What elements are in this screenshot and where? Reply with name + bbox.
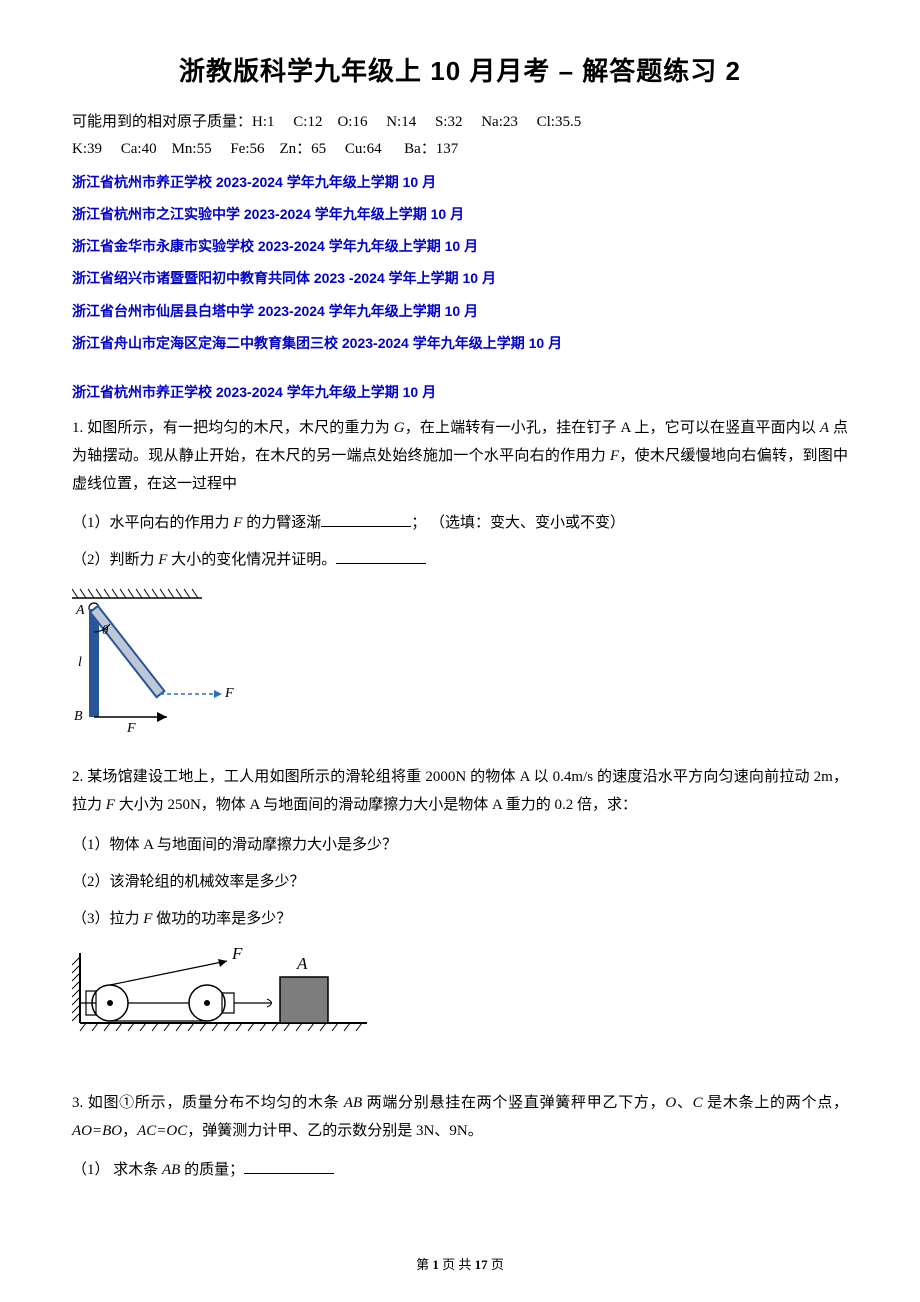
- q1-s1c: ； （选填：变大、变小或不变）: [411, 515, 625, 531]
- q1-s2b: 大小的变化情况并证明。: [167, 552, 336, 568]
- source-link-1[interactable]: 浙江省杭州市之江实验中学 2023-2024 学年九年级上学期 10 月: [72, 202, 848, 227]
- label-l: l: [78, 655, 82, 670]
- q3-tf: ，弹簧测力计甲、乙的示数分别是 3N、9N。: [187, 1123, 482, 1139]
- q2-f: F: [106, 797, 115, 813]
- label-A-block: A: [296, 954, 308, 973]
- q2-sub1: （1）物体 A 与地面间的滑动摩擦力大小是多少？: [72, 832, 848, 859]
- q3-o: O: [665, 1095, 676, 1111]
- section-header: 浙江省杭州市养正学校 2023-2024 学年九年级上学期 10 月: [72, 380, 848, 405]
- q3-te: ，: [122, 1123, 137, 1139]
- pulley-fixed-axle: [107, 1000, 113, 1006]
- q1-text: 1. 如图所示，有一把均匀的木尺，木尺的重力为 G，在上端转有一小孔，挂在钉子 …: [72, 415, 848, 498]
- atomic-label: 可能用到的相对原子质量：: [72, 114, 252, 130]
- rope-arrow: [218, 959, 227, 967]
- q3-text: 3. 如图①所示，质量分布不均匀的木条 AB 两端分别悬挂在两个竖直弹簧秤甲乙下…: [72, 1090, 848, 1146]
- rope-top: [110, 961, 227, 985]
- q1-m1: ，在上端转有一小孔，挂在钉子 A 上，它可以在竖直平面内以: [405, 420, 820, 436]
- label-B: B: [74, 709, 83, 724]
- atomic-masses: 可能用到的相对原子质量：H:1 C:12 O:16 N:14 S:32 Na:2…: [72, 109, 848, 163]
- q2-text: 2. 某场馆建设工地上，工人用如图所示的滑轮组将重 2000N 的物体 A 以 …: [72, 764, 848, 820]
- q3-c: C: [693, 1095, 703, 1111]
- spacer: [72, 1068, 848, 1090]
- label-A: A: [75, 603, 85, 618]
- q3-s1a: （1） 求木条: [72, 1162, 162, 1178]
- force-dashed-arrow: [214, 690, 222, 698]
- label-theta: θ: [102, 622, 109, 637]
- label-F: F: [231, 944, 243, 963]
- q1-s2a: （2）判断力: [72, 552, 158, 568]
- q3-acoc: AC=OC: [137, 1123, 187, 1139]
- q1-figure: A θ l B F F: [72, 584, 848, 744]
- q3-s1b: 的质量；: [180, 1162, 244, 1178]
- q2-svg: F A: [72, 943, 372, 1038]
- q3-ab: AB: [344, 1095, 362, 1111]
- atomic-row-1: 可能用到的相对原子质量：H:1 C:12 O:16 N:14 S:32 Na:2…: [72, 109, 848, 136]
- q2-figure: F A: [72, 943, 848, 1048]
- footer-b: 页 共: [439, 1257, 475, 1272]
- q2-sub3: （3）拉力 F 做功的功率是多少？: [72, 906, 848, 933]
- wall-hatch: [72, 957, 80, 1021]
- q1-sub1: （1）水平向右的作用力 F 的力臂逐渐； （选填：变大、变小或不变）: [72, 510, 848, 537]
- block-a: [280, 977, 328, 1023]
- q3-ta: 3. 如图①所示，质量分布不均匀的木条: [72, 1095, 344, 1111]
- source-links: 浙江省杭州市养正学校 2023-2024 学年九年级上学期 10 月浙江省杭州市…: [72, 170, 848, 356]
- blank-1: [321, 512, 411, 527]
- q3-tc: 、: [676, 1095, 692, 1111]
- force-solid-arrow: [157, 712, 167, 722]
- footer-a: 第: [416, 1257, 432, 1272]
- source-link-4[interactable]: 浙江省台州市仙居县白塔中学 2023-2024 学年九年级上学期 10 月: [72, 299, 848, 324]
- source-link-0[interactable]: 浙江省杭州市养正学校 2023-2024 学年九年级上学期 10 月: [72, 170, 848, 195]
- q2-tb: 大小为 250N，物体 A 与地面间的滑动摩擦力大小是物体 A 重力的 0.2 …: [115, 797, 637, 813]
- q1-svg: A θ l B F F: [72, 584, 242, 734]
- source-link-2[interactable]: 浙江省金华市永康市实验学校 2023-2024 学年九年级上学期 10 月: [72, 234, 848, 259]
- rod-vertical: [89, 609, 99, 717]
- label-F-solid: F: [126, 721, 136, 734]
- footer-c: 页: [488, 1257, 504, 1272]
- ground-hatch: [80, 1023, 362, 1031]
- q3-td: 是木条上的两个点，: [703, 1095, 848, 1111]
- q1-s1b: 的力臂逐渐: [242, 515, 321, 531]
- q2-s3a: （3）拉力: [72, 911, 143, 927]
- footer-total: 17: [475, 1257, 488, 1272]
- q1-g: G: [394, 420, 405, 436]
- q1-a: A: [820, 420, 829, 436]
- question-3: 3. 如图①所示，质量分布不均匀的木条 AB 两端分别悬挂在两个竖直弹簧秤甲乙下…: [72, 1090, 848, 1185]
- q1-prefix: 1. 如图所示，有一把均匀的木尺，木尺的重力为: [72, 420, 394, 436]
- page-title: 浙教版科学九年级上 10 月月考 – 解答题练习 2: [72, 48, 848, 95]
- blank-3: [244, 1159, 334, 1174]
- pulley-movable-axle: [204, 1000, 210, 1006]
- label-F-dash: F: [224, 686, 234, 701]
- question-2: 2. 某场馆建设工地上，工人用如图所示的滑轮组将重 2000N 的物体 A 以 …: [72, 764, 848, 1048]
- rod-tilted-shadow: [90, 606, 164, 697]
- question-1: 1. 如图所示，有一把均匀的木尺，木尺的重力为 G，在上端转有一小孔，挂在钉子 …: [72, 415, 848, 744]
- q1-f: F: [610, 448, 619, 464]
- q3-aobo: AO=BO: [72, 1123, 122, 1139]
- blank-2: [336, 549, 426, 564]
- q3-s1ab: AB: [162, 1162, 180, 1178]
- q2-sub2: （2）该滑轮组的机械效率是多少？: [72, 869, 848, 896]
- ceiling-hatch: [72, 589, 202, 598]
- source-link-5[interactable]: 浙江省舟山市定海区定海二中教育集团三校 2023-2024 学年九年级上学期 1…: [72, 331, 848, 356]
- atomic-row1-values: H:1 C:12 O:16 N:14 S:32 Na:23 Cl:35.5: [252, 114, 581, 130]
- q3-tb: 两端分别悬挂在两个竖直弹簧秤甲乙下方，: [362, 1095, 665, 1111]
- atomic-row-2: K:39 Ca:40 Mn:55 Fe:56 Zn：65 Cu:64 Ba：13…: [72, 136, 848, 163]
- source-link-3[interactable]: 浙江省绍兴市诸暨暨阳初中教育共同体 2023 -2024 学年上学期 10 月: [72, 266, 848, 291]
- q1-s1a: （1）水平向右的作用力: [72, 515, 233, 531]
- q1-sub2: （2）判断力 F 大小的变化情况并证明。: [72, 547, 848, 574]
- q2-s3b: 做功的功率是多少？: [152, 911, 291, 927]
- page-footer: 第 1 页 共 17 页: [0, 1253, 920, 1276]
- q3-sub1: （1） 求木条 AB 的质量；: [72, 1157, 848, 1184]
